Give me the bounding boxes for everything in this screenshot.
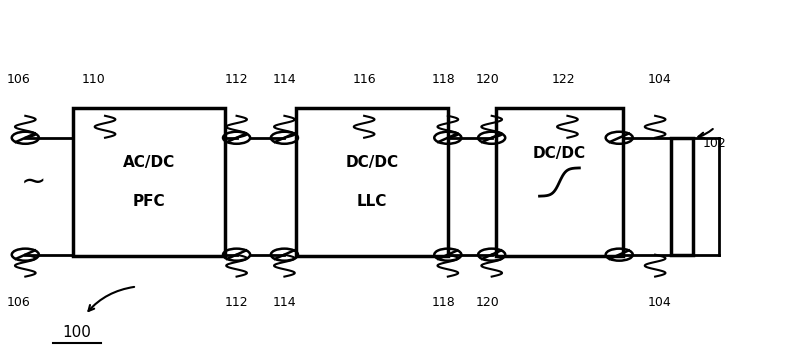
Bar xyxy=(671,138,694,255)
Text: ~: ~ xyxy=(21,167,46,197)
Text: 120: 120 xyxy=(476,73,499,86)
Text: 112: 112 xyxy=(225,296,248,309)
Text: 118: 118 xyxy=(432,296,456,309)
Text: 122: 122 xyxy=(552,73,575,86)
Text: 118: 118 xyxy=(432,73,456,86)
Bar xyxy=(73,108,225,256)
Text: 104: 104 xyxy=(647,296,671,309)
Text: 104: 104 xyxy=(647,73,671,86)
Text: 106: 106 xyxy=(7,73,31,86)
Text: 120: 120 xyxy=(476,296,499,309)
Text: 116: 116 xyxy=(352,73,376,86)
Text: DC/DC: DC/DC xyxy=(346,155,398,170)
Bar xyxy=(296,108,448,256)
Text: 110: 110 xyxy=(81,73,105,86)
Text: 100: 100 xyxy=(62,325,91,340)
Text: 112: 112 xyxy=(225,73,248,86)
Text: AC/DC: AC/DC xyxy=(122,155,175,170)
Bar xyxy=(496,108,623,256)
Text: 114: 114 xyxy=(273,296,296,309)
Text: PFC: PFC xyxy=(133,194,165,209)
Text: DC/DC: DC/DC xyxy=(533,146,586,161)
Text: 114: 114 xyxy=(273,73,296,86)
Text: LLC: LLC xyxy=(357,194,387,209)
Text: 106: 106 xyxy=(7,296,31,309)
Text: 102: 102 xyxy=(703,137,726,150)
